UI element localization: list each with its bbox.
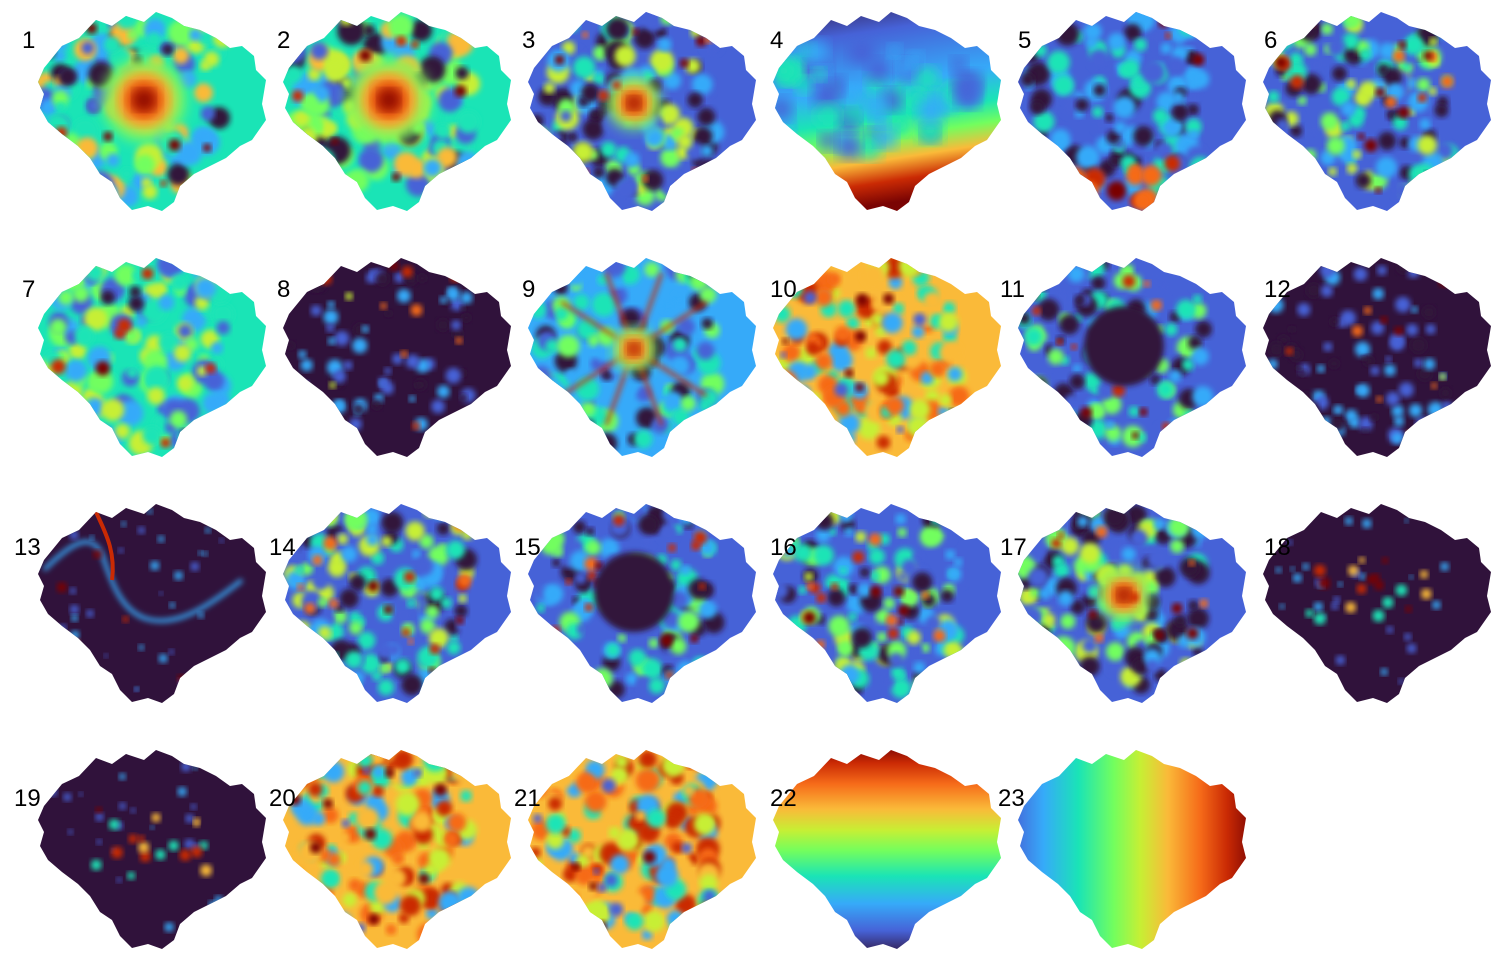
panel-label: 11 [1000, 276, 1025, 303]
panel-label: 18 [1264, 534, 1291, 561]
map-panel-14 [283, 504, 511, 703]
panel-label: 21 [514, 785, 541, 812]
region-map [773, 504, 1001, 703]
panel-label: 16 [770, 534, 797, 561]
panel-label: 9 [522, 276, 535, 303]
panel-label: 19 [14, 785, 41, 812]
region-map [773, 750, 1001, 949]
map-panel-20 [283, 750, 511, 949]
map-panel-13 [38, 504, 266, 703]
map-panel-21 [528, 750, 756, 949]
panel-label: 8 [277, 276, 290, 303]
panel-label: 1 [22, 27, 35, 54]
region-map [528, 750, 756, 949]
map-panel-16 [773, 504, 1001, 703]
panel-label: 22 [770, 785, 797, 812]
map-panel-22 [773, 750, 1001, 949]
panel-label: 12 [1264, 276, 1291, 303]
region-map [1018, 750, 1246, 949]
panel-label: 13 [14, 534, 41, 561]
map-panel-18 [1263, 504, 1491, 703]
map-panel-1 [38, 12, 266, 211]
panel-label: 23 [998, 785, 1025, 812]
region-map [38, 504, 266, 703]
region-map [283, 750, 511, 949]
region-map [528, 504, 756, 703]
panel-label: 5 [1018, 27, 1031, 54]
map-panel-23 [1018, 750, 1246, 949]
panel-label: 3 [522, 27, 535, 54]
panel-label: 7 [22, 276, 35, 303]
map-panel-17 [1018, 504, 1246, 703]
map-panel-19 [38, 750, 266, 949]
panel-label: 17 [1000, 534, 1027, 561]
region-map [1018, 504, 1246, 703]
region-map [1263, 504, 1491, 703]
panel-label: 14 [269, 534, 296, 561]
panel-label: 15 [514, 534, 541, 561]
panel-label: 10 [770, 276, 797, 303]
panel-label: 2 [277, 27, 290, 54]
region-map [38, 12, 266, 211]
map-panel-15 [528, 504, 756, 703]
region-map [38, 750, 266, 949]
region-map [38, 258, 266, 457]
panel-label: 6 [1264, 27, 1277, 54]
panel-label: 4 [770, 27, 783, 54]
region-map [283, 504, 511, 703]
map-panel-7 [38, 258, 266, 457]
panel-label: 20 [269, 785, 296, 812]
